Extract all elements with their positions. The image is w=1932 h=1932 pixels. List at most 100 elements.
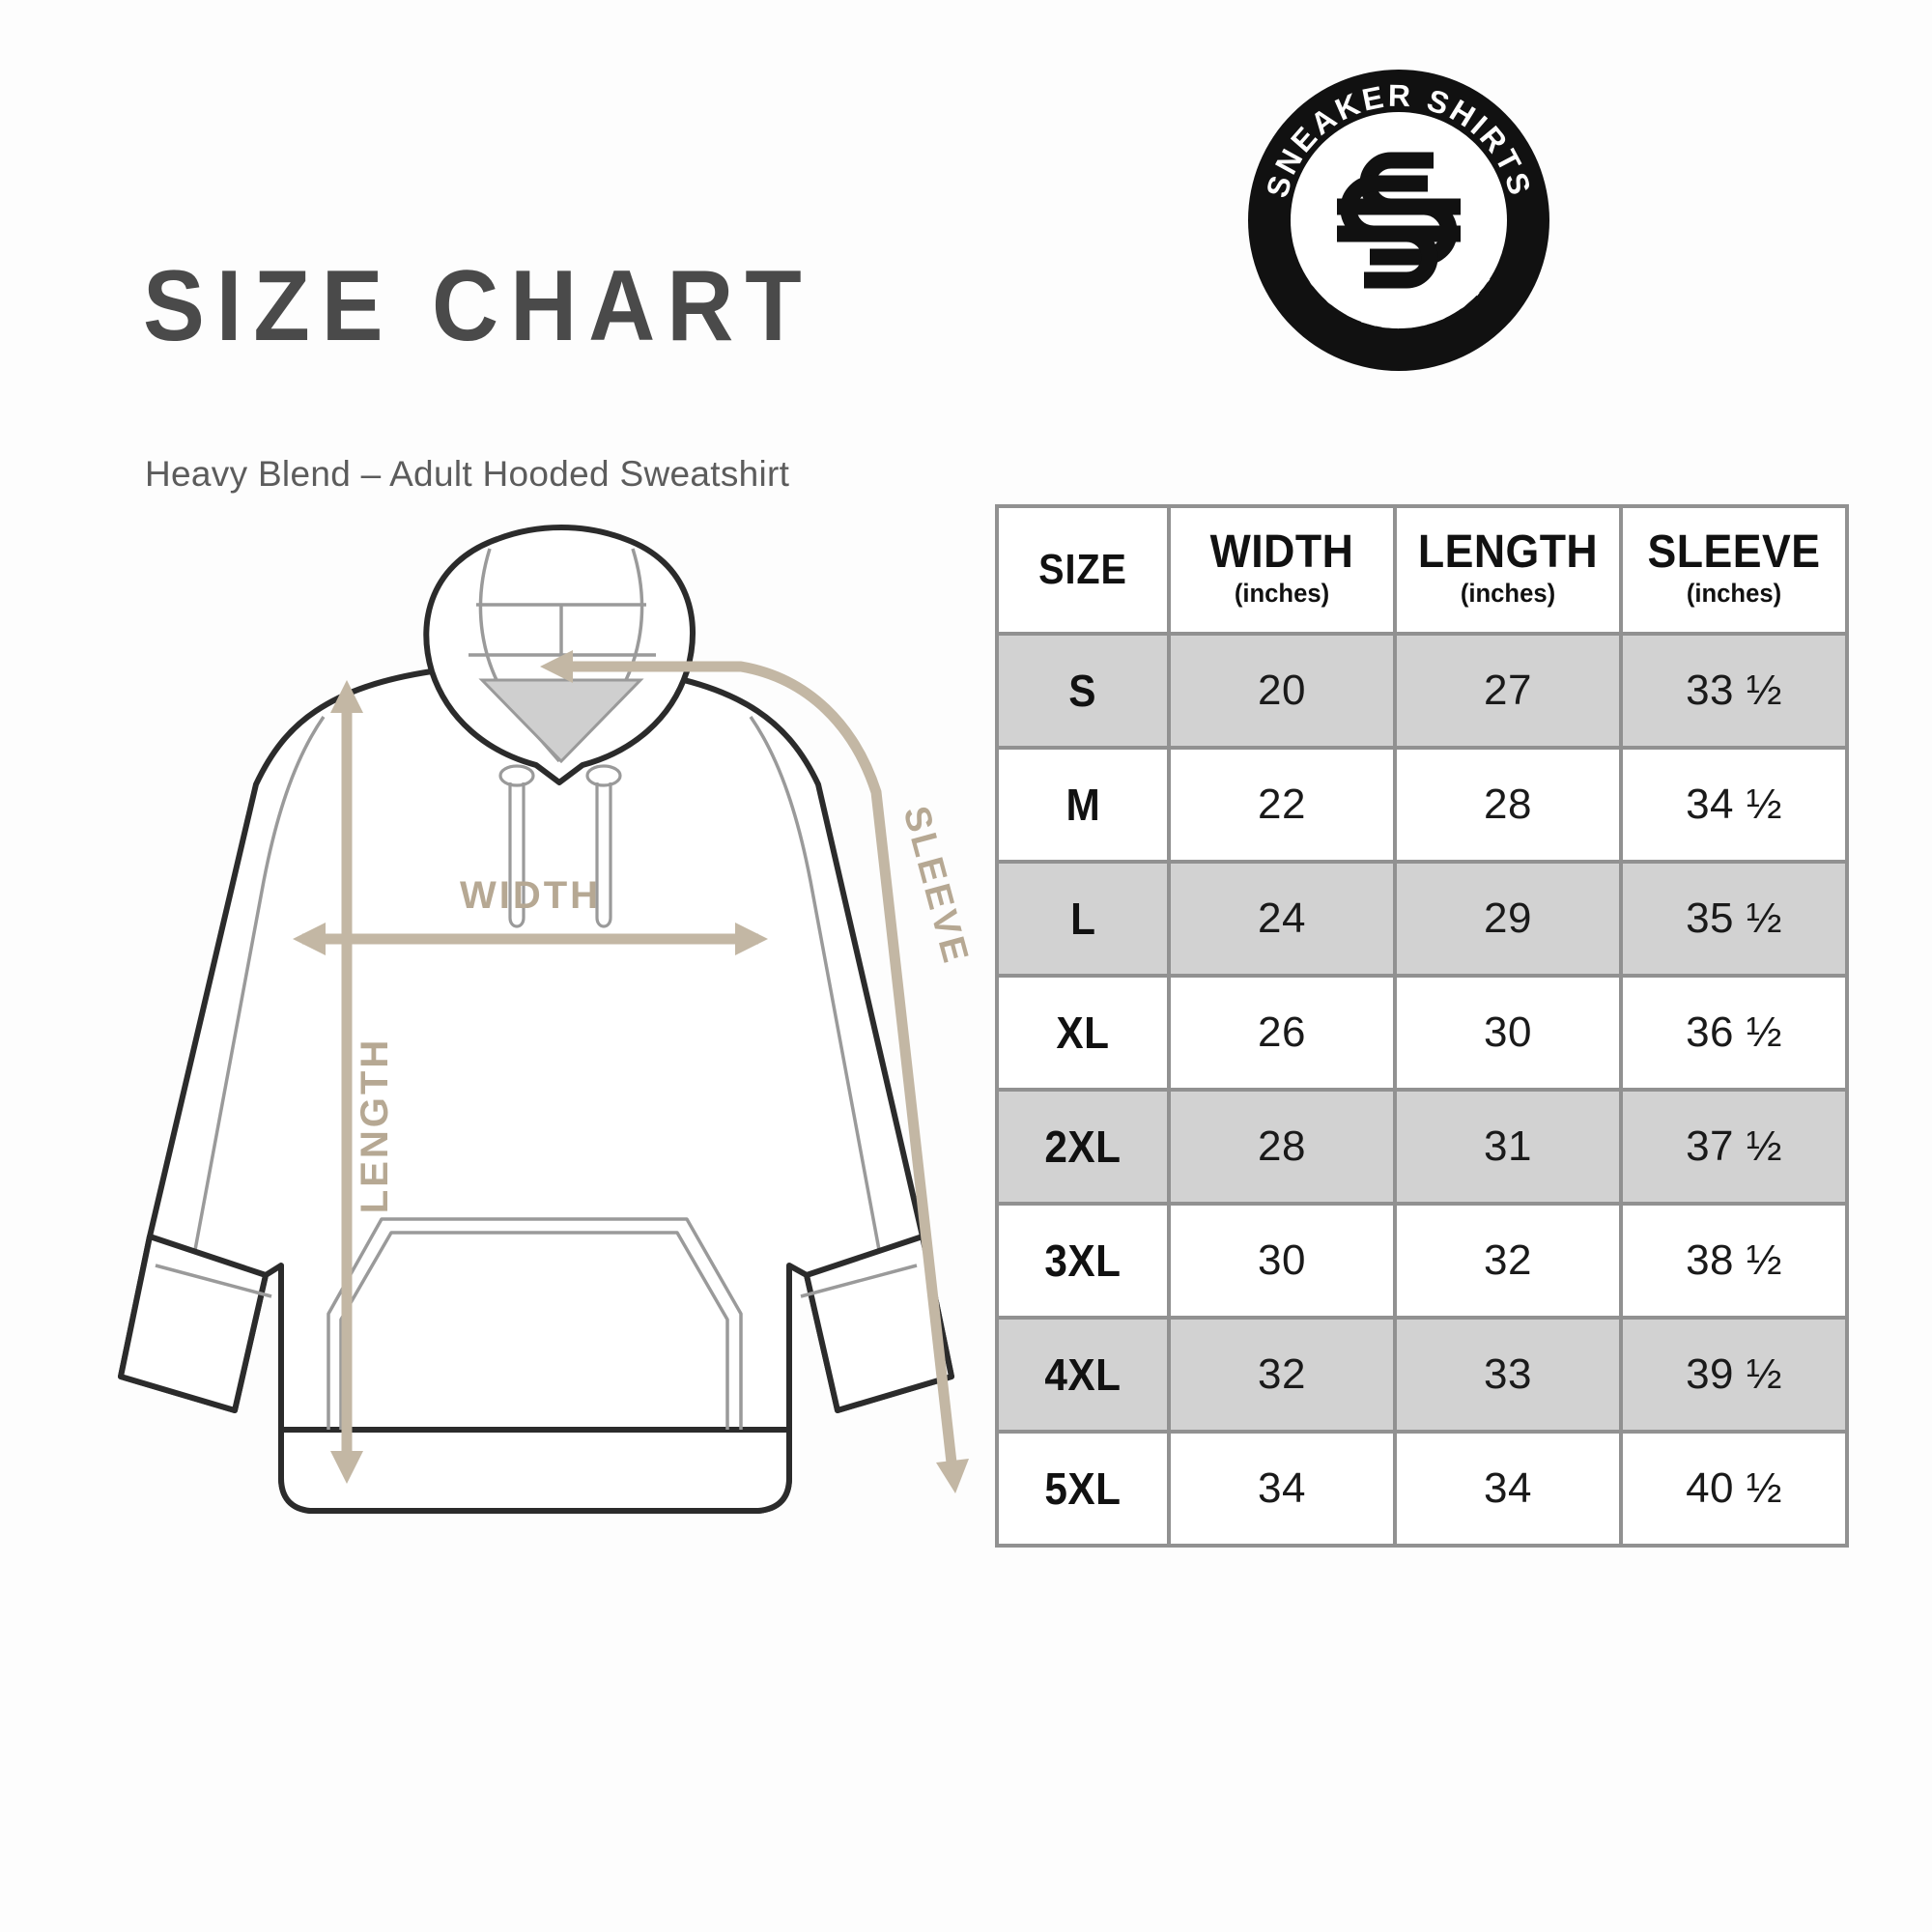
- column-header-sleeve-label: SLEEVE: [1647, 526, 1821, 578]
- cell-length-text: 34: [1484, 1464, 1532, 1512]
- width-measure-arrow: [293, 923, 768, 955]
- cell-length: 28: [1393, 746, 1623, 864]
- cell-size: M: [995, 746, 1171, 864]
- column-header-sleeve: SLEEVE (inches): [1619, 504, 1849, 636]
- column-header-length-label: LENGTH: [1417, 526, 1599, 578]
- sleeve-measure-arrow: [540, 650, 969, 1493]
- column-header-length-unit: (inches): [1460, 578, 1556, 608]
- column-header-size-label: SIZE: [1038, 546, 1127, 593]
- cell-size: 2XL: [995, 1088, 1171, 1206]
- width-label: WIDTH: [460, 874, 601, 917]
- hood: [423, 525, 696, 785]
- cell-width-text: 32: [1258, 1350, 1306, 1398]
- cell-sleeve: 37 ½: [1619, 1088, 1849, 1206]
- waistband: [278, 1427, 792, 1514]
- cell-size: 5XL: [995, 1430, 1171, 1548]
- table-row: 2XL 28 31 37 ½: [995, 1088, 1849, 1206]
- cell-sleeve-text: 34 ½: [1686, 781, 1782, 828]
- column-header-width-unit: (inches): [1234, 578, 1330, 608]
- cell-length: 31: [1393, 1088, 1623, 1206]
- length-measure-arrow: [330, 680, 363, 1484]
- kangaroo-pocket: [327, 1217, 743, 1430]
- page-title: SIZE CHART: [143, 250, 813, 362]
- cell-size: L: [995, 860, 1171, 978]
- table-row: 3XL 30 32 38 ½: [995, 1202, 1849, 1320]
- cell-size-text: S: [1068, 666, 1097, 716]
- cell-length: 27: [1393, 632, 1623, 750]
- table-row: 4XL 32 33 39 ½: [995, 1316, 1849, 1434]
- cell-width-text: 24: [1258, 895, 1306, 942]
- table-body: S 20 27 33 ½ M 22 28 34 ½ L 24 29 35 ½ XL 26 30 36 ½ 2XL…: [995, 632, 1849, 1548]
- cell-sleeve: 35 ½: [1619, 860, 1849, 978]
- cell-sleeve-text: 39 ½: [1686, 1350, 1782, 1398]
- cell-size: 4XL: [995, 1316, 1171, 1434]
- sleeve-seam-lines: [190, 716, 884, 1266]
- cell-width: 34: [1167, 1430, 1397, 1548]
- cell-sleeve: 40 ½: [1619, 1430, 1849, 1548]
- sleeve-label: SLEEVE: [895, 802, 977, 969]
- cell-width-text: 34: [1258, 1464, 1306, 1512]
- cell-length: 34: [1393, 1430, 1623, 1548]
- hoodie-illustration: WIDTH LENGTH SLEEVE: [92, 502, 990, 1594]
- cell-length: 29: [1393, 860, 1623, 978]
- size-table: SIZE WIDTH (inches) LENGTH (inches) SLEE…: [995, 504, 1849, 1548]
- table-header: SIZE WIDTH (inches) LENGTH (inches) SLEE…: [995, 504, 1849, 636]
- logo-inner-disc: [1291, 112, 1507, 328]
- cell-length: 32: [1393, 1202, 1623, 1320]
- cell-width-text: 26: [1258, 1009, 1306, 1056]
- cell-length: 33: [1393, 1316, 1623, 1434]
- cell-sleeve-text: 36 ½: [1686, 1009, 1782, 1056]
- cell-length-text: 32: [1484, 1236, 1532, 1284]
- table-row: S 20 27 33 ½: [995, 632, 1849, 750]
- cell-length-text: 33: [1484, 1350, 1532, 1398]
- cell-size: S: [995, 632, 1171, 750]
- cell-sleeve: 36 ½: [1619, 974, 1849, 1092]
- cell-width: 20: [1167, 632, 1397, 750]
- drawstrings: [498, 764, 622, 928]
- cell-width: 28: [1167, 1088, 1397, 1206]
- table-row: XL 26 30 36 ½: [995, 974, 1849, 1092]
- column-header-sleeve-unit: (inches): [1686, 578, 1782, 608]
- cell-length-text: 31: [1484, 1122, 1532, 1170]
- cell-width: 24: [1167, 860, 1397, 978]
- cell-size-text: L: [1069, 894, 1096, 944]
- cell-sleeve: 33 ½: [1619, 632, 1849, 750]
- cell-sleeve: 39 ½: [1619, 1316, 1849, 1434]
- column-header-width-label: WIDTH: [1209, 526, 1354, 578]
- logo-ss-monogram: [1337, 152, 1461, 289]
- cell-size-text: 5XL: [1044, 1463, 1122, 1514]
- cell-width: 32: [1167, 1316, 1397, 1434]
- cell-sleeve-text: 37 ½: [1686, 1122, 1782, 1170]
- cell-size-text: M: [1065, 780, 1100, 830]
- cell-width: 22: [1167, 746, 1397, 864]
- cell-width-text: 30: [1258, 1236, 1306, 1284]
- column-header-size: SIZE: [995, 504, 1171, 636]
- cell-length: 30: [1393, 974, 1623, 1092]
- cell-width: 30: [1167, 1202, 1397, 1320]
- column-header-width: WIDTH (inches): [1167, 504, 1397, 636]
- table-row: L 24 29 35 ½: [995, 860, 1849, 978]
- cell-length-text: 30: [1484, 1009, 1532, 1056]
- cell-size-text: 4XL: [1044, 1350, 1122, 1400]
- table-row: M 22 28 34 ½: [995, 746, 1849, 864]
- hoodie-body-outline: [118, 668, 954, 1514]
- cell-length-text: 29: [1484, 895, 1532, 942]
- cell-width-text: 22: [1258, 781, 1306, 828]
- cell-size: 3XL: [995, 1202, 1171, 1320]
- cell-sleeve-text: 38 ½: [1686, 1236, 1782, 1284]
- cell-sleeve-text: 35 ½: [1686, 895, 1782, 942]
- cell-sleeve-text: 33 ½: [1686, 667, 1782, 714]
- cell-sleeve: 34 ½: [1619, 746, 1849, 864]
- cell-size-text: 2XL: [1044, 1122, 1122, 1172]
- cell-width: 26: [1167, 974, 1397, 1092]
- neck-gusset: [478, 678, 644, 764]
- cell-sleeve-text: 40 ½: [1686, 1464, 1782, 1512]
- brand-logo: SNEAKER SHIRTS OUTLET.COM: [1244, 66, 1553, 375]
- cell-size: XL: [995, 974, 1171, 1092]
- table-header-row: SIZE WIDTH (inches) LENGTH (inches) SLEE…: [995, 504, 1849, 636]
- cell-size-text: 3XL: [1044, 1236, 1122, 1286]
- product-subtitle: Heavy Blend – Adult Hooded Sweatshirt: [145, 454, 790, 494]
- column-header-length: LENGTH (inches): [1393, 504, 1623, 636]
- cell-width-text: 28: [1258, 1122, 1306, 1170]
